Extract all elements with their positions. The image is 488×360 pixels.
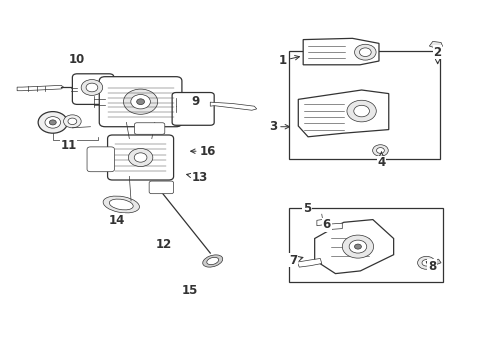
Text: 6: 6 (322, 219, 330, 231)
Circle shape (81, 80, 102, 95)
Circle shape (342, 235, 373, 258)
Circle shape (354, 44, 375, 60)
Text: 5: 5 (303, 202, 311, 215)
Polygon shape (303, 39, 378, 65)
Ellipse shape (109, 199, 133, 210)
Circle shape (354, 244, 361, 249)
Text: 10: 10 (68, 53, 85, 66)
Text: 11: 11 (60, 139, 77, 152)
Circle shape (63, 115, 81, 128)
Circle shape (123, 89, 157, 114)
Text: 2: 2 (433, 46, 441, 64)
Text: 15: 15 (181, 284, 198, 297)
Circle shape (136, 99, 144, 104)
Text: 9: 9 (191, 95, 199, 108)
Text: 7: 7 (288, 254, 302, 267)
Circle shape (38, 112, 67, 133)
Polygon shape (210, 102, 256, 110)
Circle shape (128, 148, 153, 166)
Circle shape (417, 256, 434, 269)
Text: 3: 3 (268, 120, 289, 133)
Circle shape (372, 145, 387, 156)
Circle shape (353, 105, 369, 117)
Polygon shape (316, 219, 342, 230)
Circle shape (359, 48, 370, 57)
Text: 13: 13 (186, 171, 207, 184)
Circle shape (86, 83, 98, 92)
Polygon shape (314, 220, 393, 274)
Circle shape (348, 240, 366, 253)
Ellipse shape (203, 255, 222, 267)
Text: 14: 14 (108, 214, 124, 227)
Circle shape (134, 153, 147, 162)
Circle shape (68, 118, 77, 125)
Circle shape (49, 120, 56, 125)
FancyBboxPatch shape (87, 147, 114, 172)
Polygon shape (431, 259, 440, 265)
Text: 1: 1 (278, 54, 299, 67)
Polygon shape (428, 41, 442, 49)
Polygon shape (17, 85, 63, 91)
Polygon shape (297, 258, 321, 267)
Circle shape (45, 117, 61, 128)
Text: 4: 4 (377, 152, 385, 169)
Text: 16: 16 (190, 145, 215, 158)
FancyBboxPatch shape (99, 77, 182, 127)
Polygon shape (298, 90, 388, 137)
Circle shape (376, 148, 384, 153)
Text: 8: 8 (426, 260, 435, 273)
Ellipse shape (103, 196, 139, 213)
FancyBboxPatch shape (107, 135, 173, 180)
Ellipse shape (206, 257, 218, 265)
Circle shape (130, 94, 150, 109)
Text: 12: 12 (155, 238, 172, 251)
Bar (288, 208, 442, 282)
FancyBboxPatch shape (149, 181, 173, 194)
FancyBboxPatch shape (72, 74, 114, 104)
FancyBboxPatch shape (172, 93, 214, 125)
Circle shape (421, 260, 430, 266)
Bar (288, 51, 439, 159)
Circle shape (346, 100, 376, 122)
FancyBboxPatch shape (134, 123, 164, 134)
